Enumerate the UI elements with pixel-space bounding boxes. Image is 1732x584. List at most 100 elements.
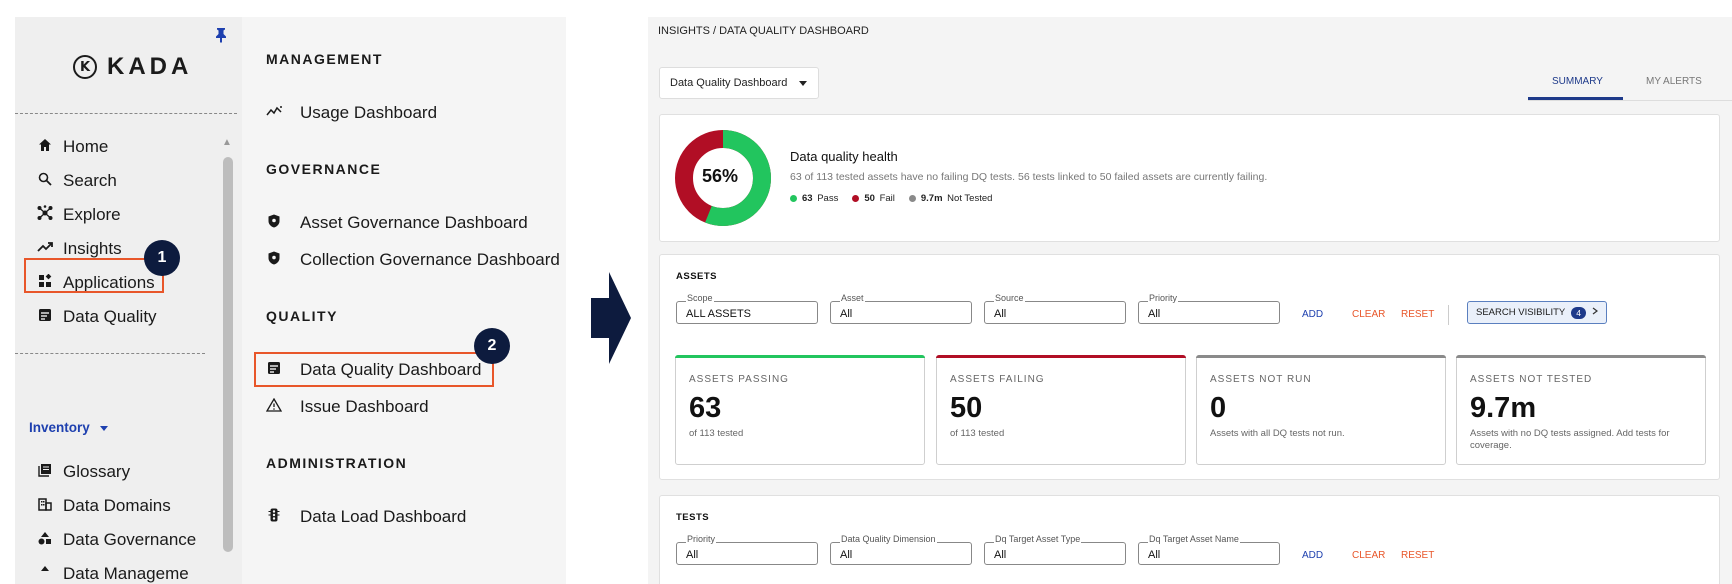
caret-down-icon	[799, 77, 808, 89]
dashboard-selector[interactable]: Data Quality Dashboard	[659, 67, 819, 99]
kada-logo[interactable]: K KADA	[73, 53, 192, 81]
glossary-icon	[37, 463, 53, 481]
nav-item-data-domains[interactable]: Data Domains	[37, 494, 171, 518]
apps-icon	[37, 273, 53, 292]
section-title-governance: GOVERNANCE	[266, 161, 382, 177]
pin-icon[interactable]	[215, 27, 227, 46]
menu-item-data-load-dashboard[interactable]: Data Load Dashboard	[266, 507, 466, 527]
stat-accent-bar	[675, 355, 925, 358]
assets-card: ASSETS Scope ALL ASSETS Asset All Source…	[659, 254, 1720, 480]
menu-item-issue-dashboard[interactable]: Issue Dashboard	[265, 397, 429, 417]
nav-item-applications[interactable]: Applications	[37, 271, 155, 295]
menu-item-asset-governance[interactable]: Asset Governance Dashboard	[266, 213, 528, 233]
menu-item-data-quality-dashboard[interactable]: Data Quality Dashboard	[266, 360, 481, 380]
inventory-toggle[interactable]: Inventory	[29, 420, 108, 435]
filter-label: Source	[994, 293, 1025, 303]
kada-logo-text: KADA	[107, 53, 193, 80]
nav-item-explore[interactable]: Explore	[37, 203, 121, 227]
nav-item-glossary[interactable]: Glossary	[37, 460, 130, 484]
management-icon	[37, 565, 53, 583]
menu-item-label: Collection Governance Dashboard	[300, 250, 560, 269]
legend-pass: 63 Pass	[790, 193, 838, 204]
dq-dimension-filter[interactable]: Data Quality Dimension All	[830, 534, 972, 565]
asset-filter[interactable]: Asset All	[830, 293, 972, 324]
stat-card-assets-not-run[interactable]: ASSETS NOT RUN 0 Assets with all DQ test…	[1196, 355, 1446, 465]
legend-fail: 50 Fail	[852, 193, 895, 204]
menu-item-collection-governance[interactable]: Collection Governance Dashboard	[266, 250, 560, 270]
stat-accent-bar	[1456, 355, 1706, 358]
nav-item-search[interactable]: Search	[37, 169, 117, 193]
health-description: 63 of 113 tested assets have no failing …	[790, 171, 1268, 183]
search-icon	[37, 172, 53, 190]
filter-label: Scope	[686, 293, 714, 303]
nav-item-data-quality[interactable]: Data Quality	[37, 305, 157, 329]
pass-label: Pass	[817, 193, 839, 204]
shield-icon	[266, 251, 282, 269]
search-visibility-button[interactable]: SEARCH VISIBILITY 4	[1467, 301, 1607, 324]
nav-item-data-management[interactable]: Data Manageme	[37, 562, 189, 584]
tests-priority-filter[interactable]: Priority All	[676, 534, 818, 565]
source-filter[interactable]: Source All	[984, 293, 1126, 324]
tests-card: TESTS Priority All Data Quality Dimensio…	[659, 495, 1720, 584]
stat-value: 0	[1210, 392, 1227, 424]
nav-item-home[interactable]: Home	[37, 135, 108, 159]
section-title-administration: ADMINISTRATION	[266, 455, 408, 471]
filter-label: Data Quality Dimension	[840, 534, 937, 544]
assets-title: ASSETS	[676, 271, 718, 282]
priority-filter[interactable]: Priority All	[1138, 293, 1280, 324]
nav-item-label: Data Governance	[63, 530, 197, 549]
section-title-management: MANAGEMENT	[266, 51, 383, 67]
nav-item-label: Explore	[63, 205, 121, 224]
nav-divider	[15, 113, 237, 114]
nav-item-label: Search	[63, 171, 117, 190]
nav-item-insights[interactable]: Insights	[37, 237, 122, 261]
dq-target-asset-type-filter[interactable]: Dq Target Asset Type All	[984, 534, 1126, 565]
menu-item-label: Data Load Dashboard	[300, 507, 467, 526]
filter-value: All	[1138, 542, 1280, 565]
tests-add-filter-button[interactable]: ADD	[1302, 550, 1324, 561]
menu-item-label: Data Quality Dashboard	[300, 360, 482, 379]
tabs-divider	[1528, 100, 1732, 101]
health-percent: 56%	[702, 166, 739, 186]
menu-item-usage-dashboard[interactable]: Usage Dashboard	[266, 103, 437, 123]
tab-my-alerts[interactable]: MY ALERTS	[1646, 76, 1702, 87]
stat-value: 63	[689, 392, 722, 424]
tests-reset-filter-button[interactable]: RESET	[1401, 550, 1435, 561]
dq-dashboard-page: INSIGHTS / DATA QUALITY DASHBOARD Data Q…	[648, 17, 1732, 584]
dq-target-asset-name-filter[interactable]: Dq Target Asset Name All	[1138, 534, 1280, 565]
clear-filter-button[interactable]: CLEAR	[1352, 309, 1386, 320]
warning-icon	[265, 397, 283, 416]
insights-submenu: MANAGEMENT Usage Dashboard GOVERNANCE As…	[242, 17, 566, 584]
filter-value: All	[984, 301, 1126, 324]
data-quality-icon	[266, 361, 282, 379]
filter-label: Asset	[840, 293, 865, 303]
stat-card-assets-failing[interactable]: ASSETS FAILING 50 of 113 tested	[936, 355, 1186, 465]
scroll-up-icon[interactable]: ▲	[222, 137, 232, 148]
reset-filter-button[interactable]: RESET	[1401, 309, 1435, 320]
stat-card-assets-not-tested[interactable]: ASSETS NOT TESTED 9.7m Assets with no DQ…	[1456, 355, 1706, 465]
nav-item-label: Insights	[63, 239, 122, 258]
tab-summary[interactable]: SUMMARY	[1552, 76, 1603, 87]
filter-label: Priority	[686, 534, 717, 544]
inventory-label: Inventory	[29, 420, 90, 435]
nav-scrollbar[interactable]	[223, 157, 233, 552]
health-legend: 63 Pass 50 Fail 9.7m Not Tested	[790, 193, 992, 204]
nav-item-data-governance[interactable]: Data Governance	[37, 528, 196, 552]
tests-clear-filter-button[interactable]: CLEAR	[1352, 550, 1386, 561]
nav-divider	[15, 353, 205, 354]
stat-accent-bar	[1196, 355, 1446, 358]
tab-active-indicator	[1528, 97, 1623, 100]
stat-card-assets-passing[interactable]: ASSETS PASSING 63 of 113 tested	[675, 355, 925, 465]
stat-subtext: Assets with no DQ tests assigned. Add te…	[1470, 428, 1670, 451]
health-title: Data quality health	[790, 149, 898, 164]
dq-dashboard-highlight	[254, 352, 494, 387]
scope-filter[interactable]: Scope ALL ASSETS	[676, 293, 818, 324]
add-filter-button[interactable]: ADD	[1302, 309, 1324, 320]
filter-value: All	[830, 542, 972, 565]
action-divider	[1448, 305, 1449, 325]
search-visibility-label: SEARCH VISIBILITY	[1476, 307, 1566, 318]
stat-accent-bar	[936, 355, 1186, 358]
breadcrumb: INSIGHTS / DATA QUALITY DASHBOARD	[658, 25, 869, 37]
main-navigation: K KADA ▲ Home Search Explore Insights Ap…	[15, 17, 242, 584]
nav-item-label: Home	[63, 137, 109, 156]
